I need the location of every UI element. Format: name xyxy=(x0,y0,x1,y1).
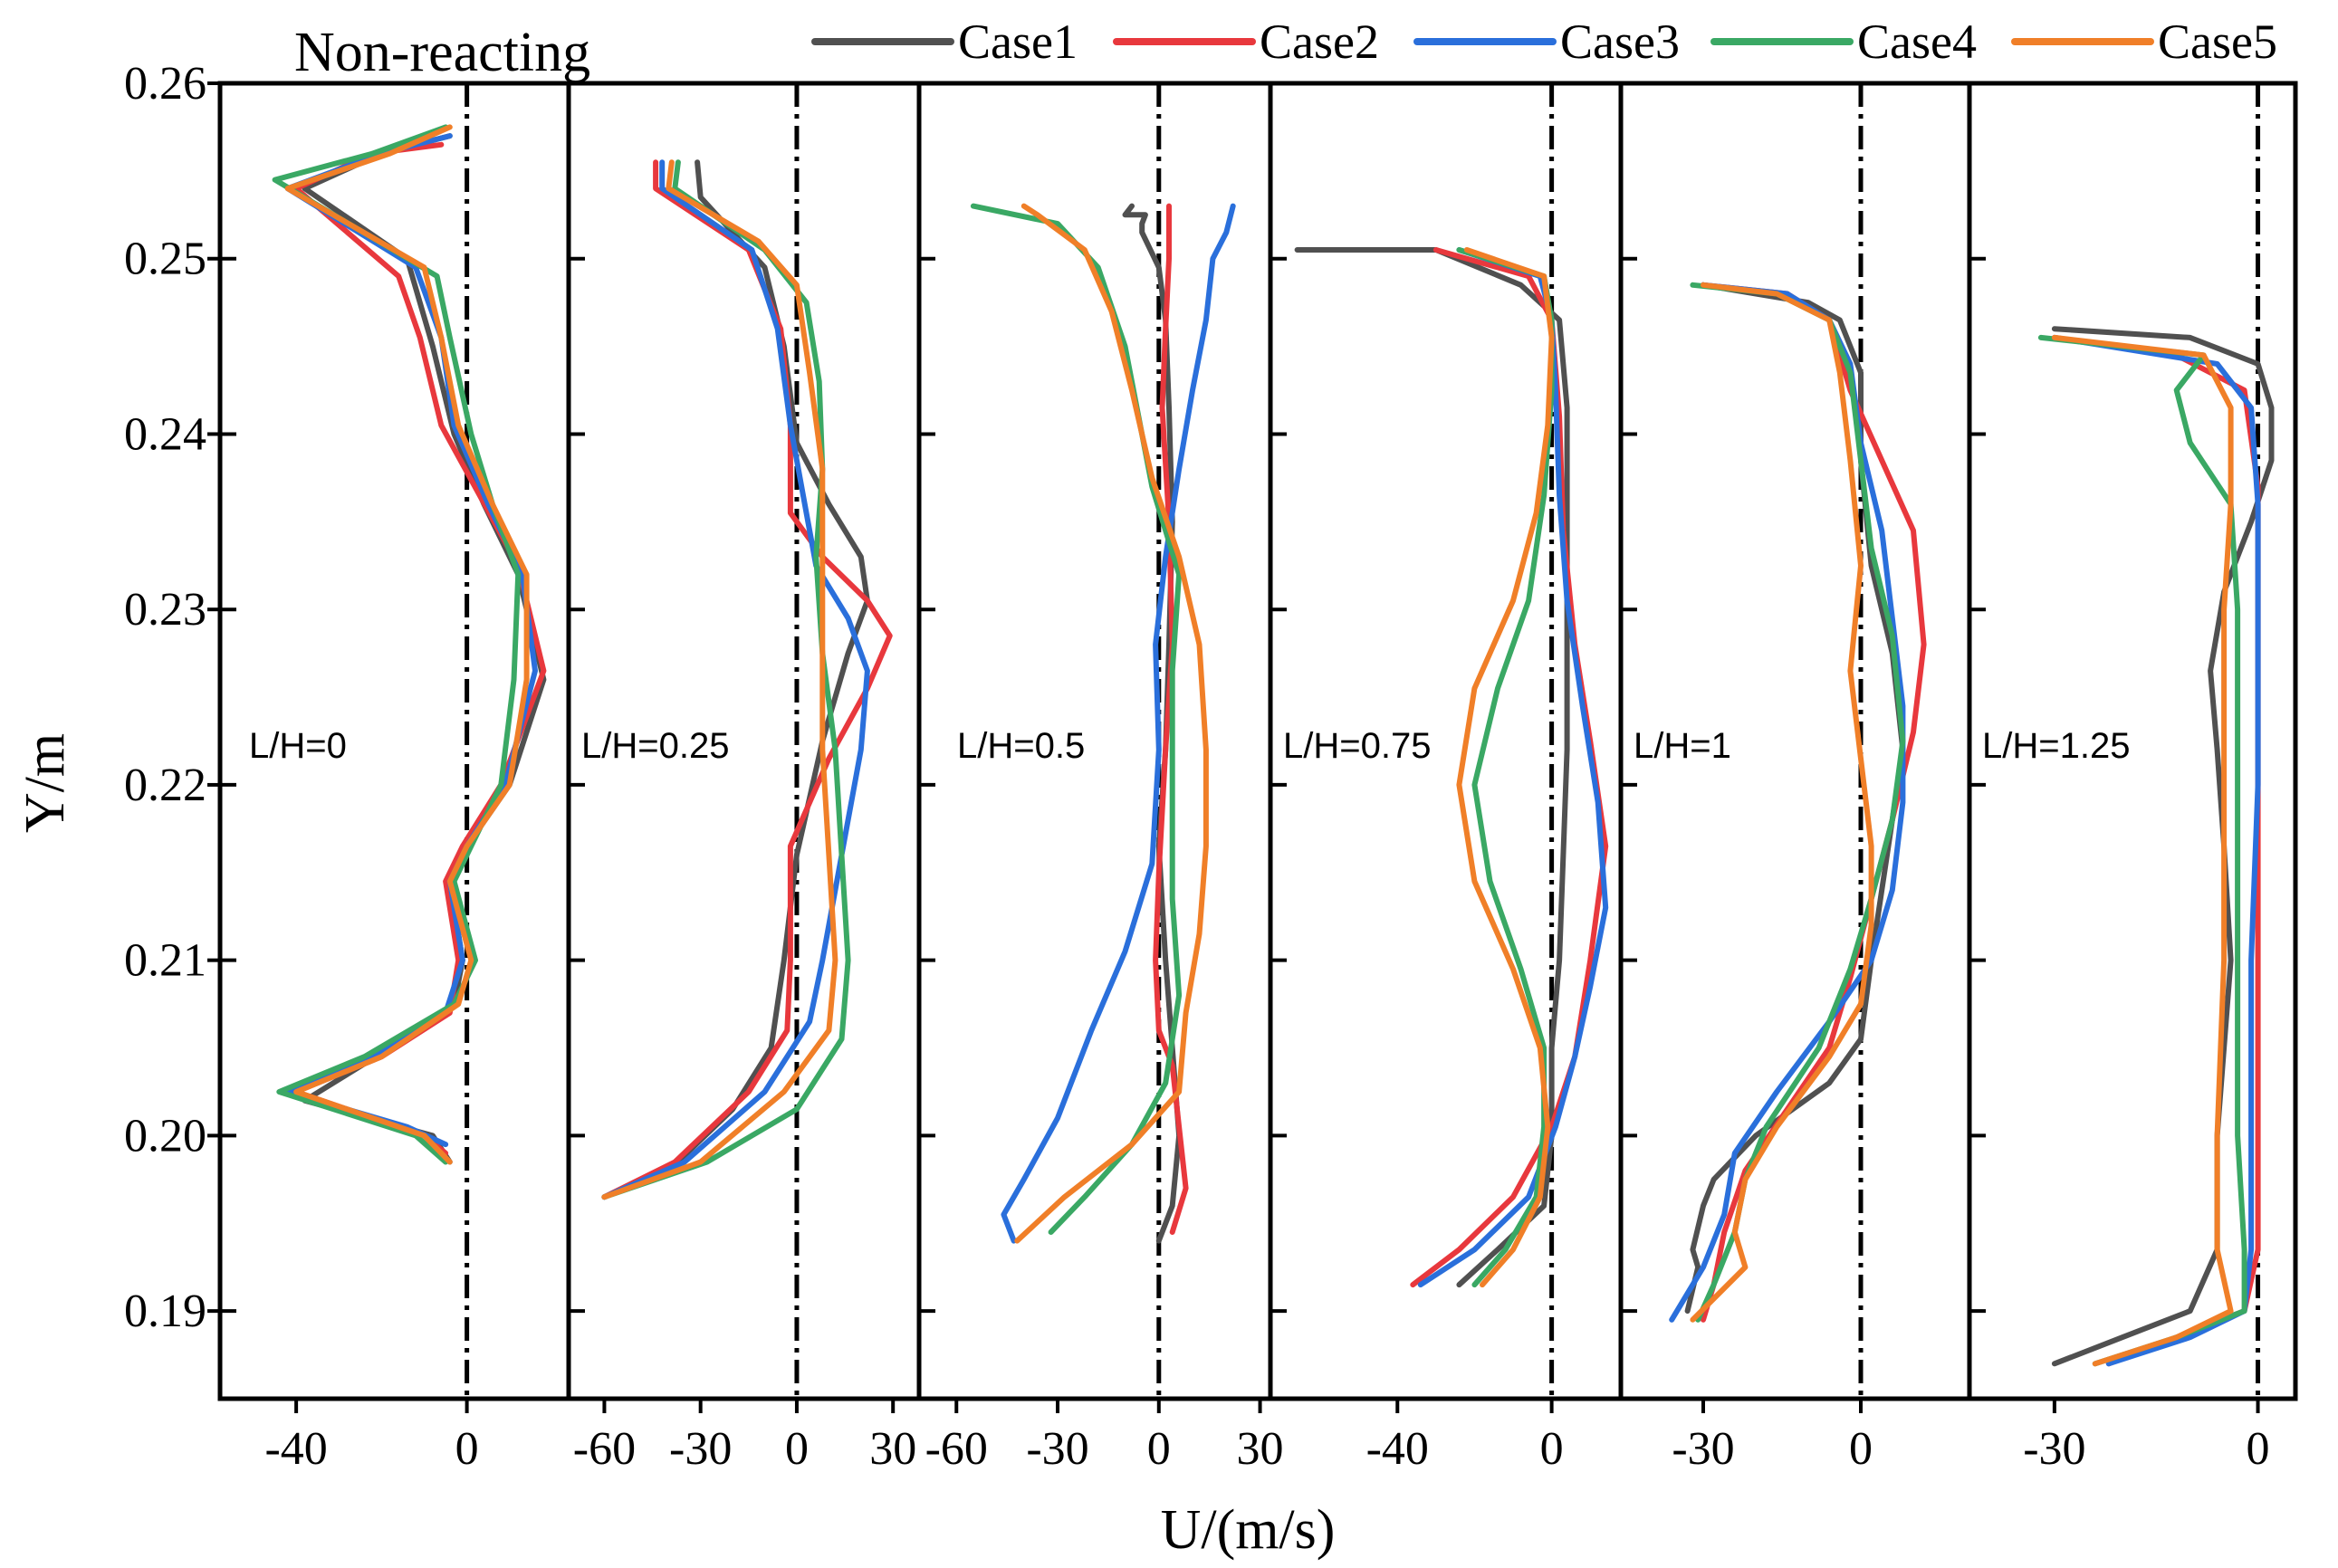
legend-label-case5: Case5 xyxy=(2158,14,2277,69)
y-tick-label: 0.19 xyxy=(124,1286,206,1337)
series-line-case5 xyxy=(1456,247,1555,1288)
series-line-case2 xyxy=(1410,247,1609,1288)
chart-title: Non-reacting xyxy=(294,22,590,83)
series-line-case1 xyxy=(2051,326,2275,1367)
series-line-case5 xyxy=(1690,282,1874,1323)
series-line-case2 xyxy=(2051,334,2261,1367)
panel-label: L/H=1.25 xyxy=(1982,726,2130,766)
y-axis-title: Y/m xyxy=(14,733,76,833)
panel-2: -60 -30 0 30 L/H=0.25 xyxy=(566,81,922,1475)
legend-label-case3: Case3 xyxy=(1560,14,1680,69)
series-line-case4 xyxy=(970,203,1183,1235)
x-tick-label: 0 xyxy=(1540,1423,1564,1475)
panel-4: -40 0 L/H=0.75 xyxy=(1268,81,1624,1475)
x-axis-title: U/(m/s) xyxy=(1161,1499,1336,1561)
series-line-case1 xyxy=(1684,282,1906,1315)
panel-label: L/H=0.25 xyxy=(581,726,729,766)
series-line-case5 xyxy=(601,159,838,1200)
y-tick-label: 0.25 xyxy=(124,234,206,285)
x-tick-label: 0 xyxy=(1849,1423,1873,1475)
series-line-case2 xyxy=(1153,203,1189,1235)
series-line-case3 xyxy=(1417,247,1609,1288)
x-tick-label: 0 xyxy=(785,1423,809,1475)
x-tick-label: -30 xyxy=(669,1423,732,1475)
panel-1: -40 0 L/H=0 xyxy=(217,81,571,1475)
series-line-case5 xyxy=(2051,334,2234,1367)
series-line-case5 xyxy=(1014,203,1209,1244)
panel-6: -30 0 L/H=1.25 xyxy=(1967,81,2298,1475)
legend-label-case2: Case2 xyxy=(1260,14,1379,69)
x-tick-label: 0 xyxy=(2247,1423,2270,1475)
x-tick-label: 0 xyxy=(455,1423,479,1475)
x-tick-label: -40 xyxy=(264,1423,327,1475)
panel-label: L/H=0.75 xyxy=(1283,726,1431,766)
y-tick-label: 0.22 xyxy=(124,760,206,811)
legend: Case1 Case2 Case3 Case4 Case5 xyxy=(811,14,2277,69)
series-line-case2 xyxy=(601,159,893,1200)
x-tick-label: -30 xyxy=(2023,1423,2085,1475)
series-line-case3 xyxy=(2051,334,2261,1367)
series-line-case4 xyxy=(272,124,522,1165)
x-tick-label: -30 xyxy=(1026,1423,1088,1475)
y-tick-label: 0.20 xyxy=(124,1110,206,1162)
y-axis: 0.19 0.20 0.21 0.22 0.23 0.24 0.25 0.26 xyxy=(124,58,220,1337)
x-tick-label: 0 xyxy=(1147,1423,1171,1475)
y-tick-label: 0.21 xyxy=(124,935,206,987)
panel-label: L/H=1 xyxy=(1634,726,1731,766)
panel-label: L/H=0 xyxy=(249,726,347,766)
x-tick-label: -40 xyxy=(1366,1423,1429,1475)
x-tick-label: -30 xyxy=(1672,1423,1734,1475)
series-line-case3 xyxy=(601,159,870,1200)
series-line-case3 xyxy=(1001,203,1236,1244)
y-tick-label: 0.23 xyxy=(124,584,206,636)
legend-label-case1: Case1 xyxy=(958,14,1078,69)
panel-3: -60 -30 0 30 L/H=0.5 xyxy=(916,81,1284,1475)
x-tick-label: 30 xyxy=(1237,1423,1284,1475)
panel-label: L/H=0.5 xyxy=(957,726,1085,766)
x-tick-label: -60 xyxy=(925,1423,988,1475)
series-line-case4 xyxy=(2037,334,2247,1367)
legend-label-case4: Case4 xyxy=(1857,14,1977,69)
x-tick-label: 30 xyxy=(869,1423,916,1475)
panel-frame xyxy=(1967,81,2298,1401)
series-line-case5 xyxy=(284,124,530,1165)
series-line-case1 xyxy=(1294,247,1570,1288)
panel-5: -30 0 L/H=1 xyxy=(1618,81,1972,1475)
x-tick-label: -60 xyxy=(573,1423,636,1475)
series-line-case2 xyxy=(1701,282,1927,1323)
series-line-case4 xyxy=(601,159,851,1200)
panels: -40 0 L/H=0 -60 -30 0 30 L/H=0.25 -60 -30 0 30 L/H=0… xyxy=(217,81,2298,1475)
series-line-case4 xyxy=(1456,247,1555,1288)
y-tick-label: 0.26 xyxy=(124,58,206,110)
series-line-case3 xyxy=(284,133,538,1148)
y-tick-label: 0.24 xyxy=(124,408,206,460)
